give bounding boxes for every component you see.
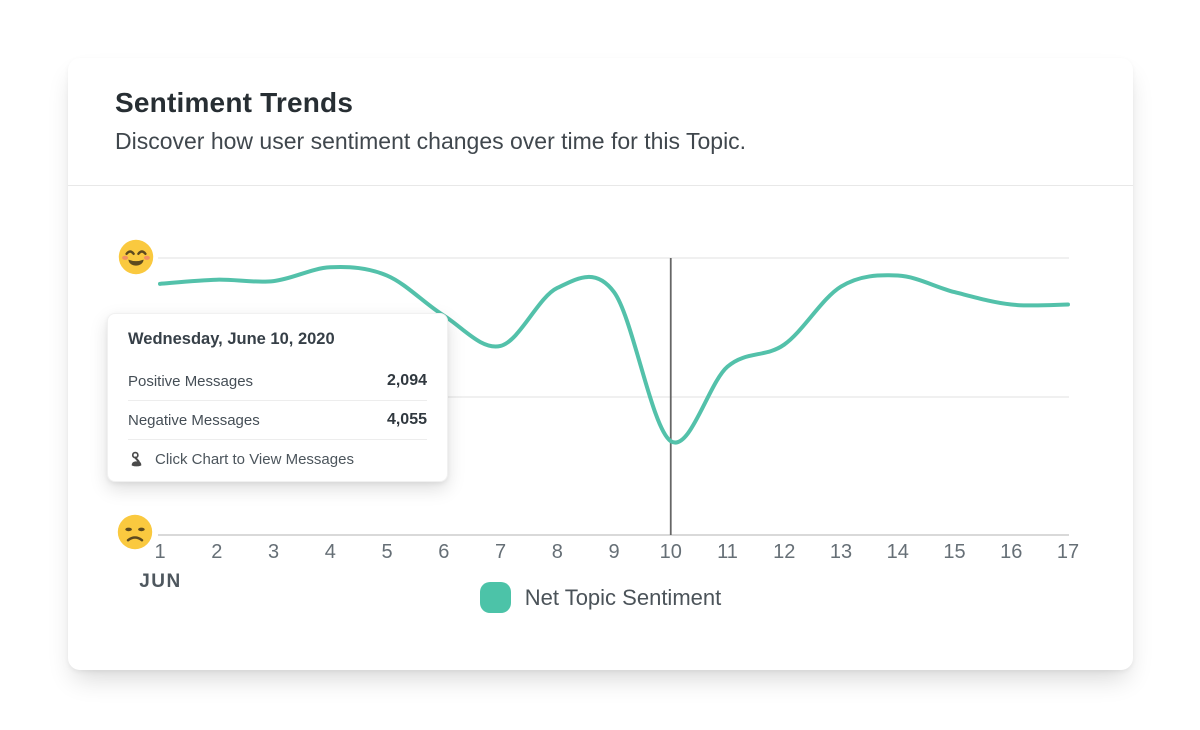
tooltip-date: Wednesday, June 10, 2020 [128, 330, 335, 348]
x-axis-label-13: 13 [829, 541, 853, 563]
tooltip-positive-label: Positive Messages [128, 372, 254, 390]
tooltip-rows: Positive Messages 2,094 Negative Message… [108, 362, 447, 439]
x-axis-label-12: 12 [773, 541, 796, 563]
legend-swatch [479, 582, 511, 613]
x-axis-label-2: 2 [211, 541, 223, 563]
x-axis-label-4: 4 [324, 541, 336, 563]
sentiment-chart[interactable]: 1 2 3 4 5 6 7 8 9 10 11 12 13 14 15 16 17 JUN Net Topic … [68, 186, 1133, 670]
x-axis-label-9: 9 [608, 541, 620, 563]
x-axis-month-label: JUN [139, 571, 182, 592]
sad-emoji-icon [117, 514, 153, 550]
net-sentiment-line[interactable] [158, 265, 1070, 445]
legend-label: Net Topic Sentiment [524, 584, 722, 610]
tooltip-row-negative: Negative Messages 4,055 [128, 400, 427, 439]
x-axis-label-17: 17 [1056, 541, 1080, 563]
tooltip-positive-value: 2,094 [386, 372, 427, 389]
x-axis-label-11: 11 [717, 541, 738, 563]
chart-legend: Net Topic Sentiment [68, 582, 1133, 613]
tooltip-footer-text: Click Chart to View Messages [155, 450, 354, 468]
sentiment-trends-card: Sentiment Trends Discover how user senti… [68, 58, 1133, 670]
card-header: Sentiment Trends Discover how user senti… [68, 58, 1133, 186]
x-axis-label-1: 1 [154, 541, 166, 563]
x-axis-label-10: 10 [659, 541, 682, 563]
tooltip-negative-label: Negative Messages [128, 411, 260, 429]
x-axis-label-14: 14 [886, 541, 909, 563]
positive-sentiment-emoji [118, 239, 154, 275]
x-axis-label-15: 15 [943, 541, 966, 563]
x-axis-label-8: 8 [551, 541, 563, 563]
negative-sentiment-emoji [117, 514, 153, 550]
page-subtitle: Discover how user sentiment changes over… [115, 128, 747, 154]
x-axis-label-16: 16 [1000, 541, 1023, 563]
tooltip-footer: Click Chart to View Messages [128, 439, 427, 481]
x-axis-label-6: 6 [438, 541, 450, 563]
chart-tooltip: Wednesday, June 10, 2020 Positive Messag… [107, 313, 448, 482]
x-axis-label-3: 3 [267, 541, 280, 563]
tooltip-negative-value: 4,055 [386, 411, 427, 428]
tap-click-icon [131, 451, 142, 467]
happy-emoji-icon [118, 239, 154, 275]
page-title: Sentiment Trends [115, 87, 354, 118]
x-axis-label-7: 7 [494, 541, 507, 563]
tooltip-row-positive: Positive Messages 2,094 [128, 362, 427, 400]
x-axis-label-5: 5 [381, 541, 393, 563]
